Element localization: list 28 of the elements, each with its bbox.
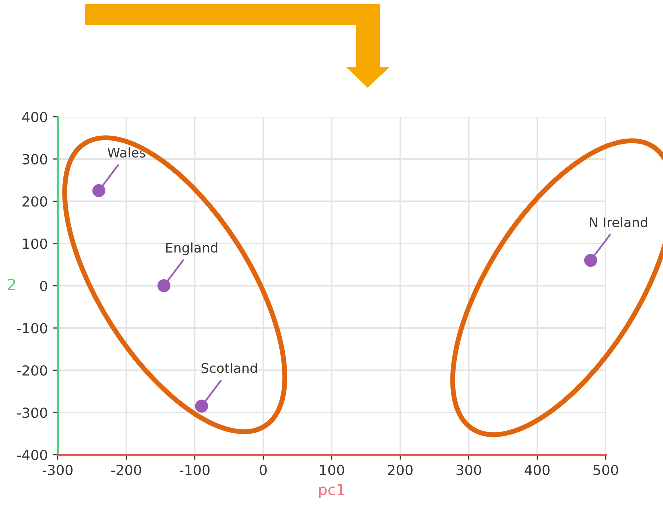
annotation: England: [166, 242, 218, 256]
y-tick-label: 200: [22, 196, 48, 207]
point: [92, 184, 106, 198]
x-tick-label: -200: [111, 464, 142, 476]
x-tick-label: 300: [456, 464, 482, 476]
point: [195, 400, 208, 413]
y-tick-label: 300: [22, 154, 48, 165]
x-tick-label: 100: [320, 464, 344, 476]
point: [158, 279, 171, 293]
x-tick-label: 0: [260, 464, 267, 476]
y-axis-title: 2: [8, 278, 16, 290]
annotation: Wales: [108, 148, 146, 158]
x-tick-label: -100: [180, 464, 210, 476]
x-tick-label: 400: [524, 464, 550, 476]
point: [584, 254, 598, 268]
x-axis-title: pc1: [319, 484, 344, 499]
y-tick-label: -200: [17, 365, 48, 376]
y-tick-label: -400: [17, 450, 48, 460]
y-tick-label: 0: [40, 280, 48, 292]
x-tick-label: 500: [594, 464, 618, 476]
y-tick-label: -300: [17, 408, 48, 418]
y-tick-label: 400: [22, 112, 48, 122]
annotation: Scotland: [202, 363, 258, 374]
y-tick-label: -100: [17, 323, 48, 334]
annotation: N Ireland: [590, 217, 648, 228]
y-tick-label: 100: [23, 238, 48, 250]
x-tick-label: -300: [42, 464, 73, 476]
x-tick-label: 200: [388, 464, 413, 476]
